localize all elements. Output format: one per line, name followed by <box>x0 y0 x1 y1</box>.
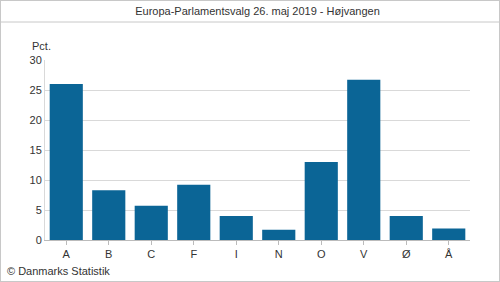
svg-text:30: 30 <box>30 54 42 66</box>
svg-text:O: O <box>317 248 326 260</box>
svg-text:F: F <box>190 248 197 260</box>
svg-text:N: N <box>275 248 283 260</box>
svg-text:C: C <box>147 248 155 260</box>
svg-text:25: 25 <box>30 84 42 96</box>
svg-text:B: B <box>105 248 112 260</box>
svg-text:© Danmarks Statistik: © Danmarks Statistik <box>7 265 110 277</box>
svg-text:Ø: Ø <box>402 248 411 260</box>
svg-text:A: A <box>63 248 71 260</box>
svg-text:I: I <box>235 248 238 260</box>
svg-text:5: 5 <box>36 204 42 216</box>
svg-text:20: 20 <box>30 114 42 126</box>
svg-text:15: 15 <box>30 144 42 156</box>
svg-text:Pct.: Pct. <box>32 40 51 52</box>
svg-text:0: 0 <box>36 234 42 246</box>
svg-text:V: V <box>360 248 368 260</box>
svg-text:Å: Å <box>445 248 453 260</box>
svg-text:Europa-Parlamentsvalg 26. maj: Europa-Parlamentsvalg 26. maj 2019 - Høj… <box>135 5 380 17</box>
svg-text:10: 10 <box>30 174 42 186</box>
